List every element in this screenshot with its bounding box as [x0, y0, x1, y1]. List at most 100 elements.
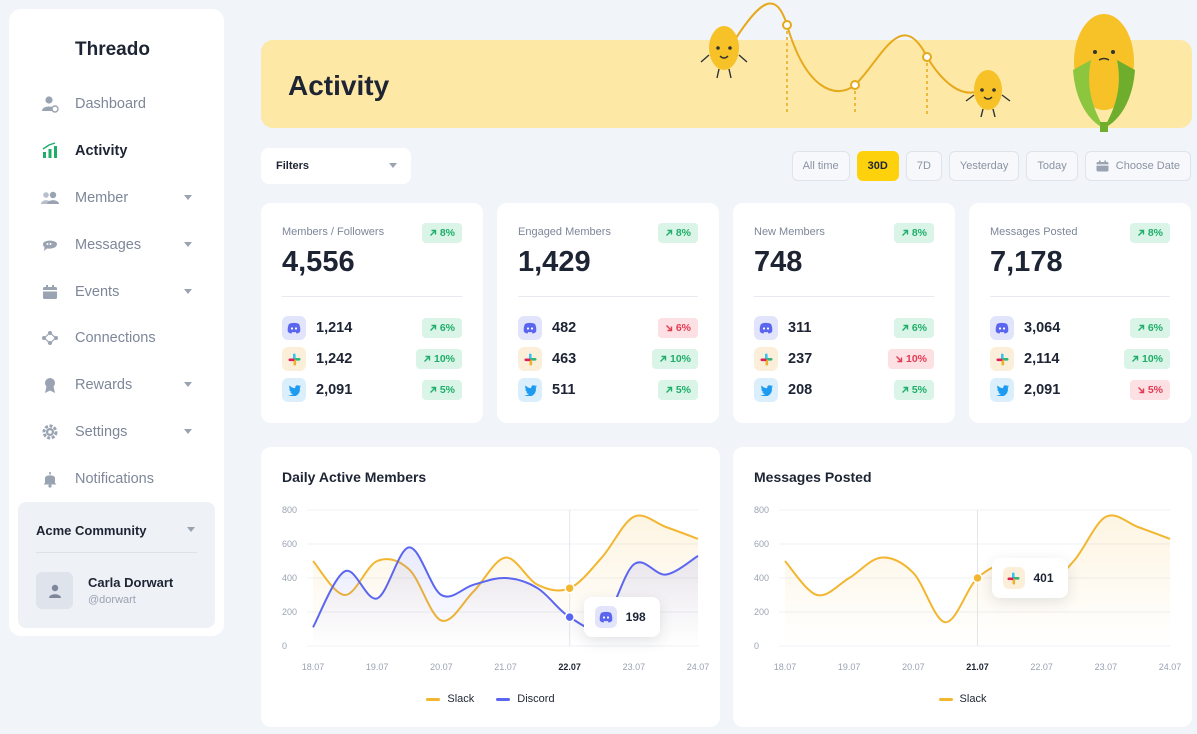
- change-value: 6%: [439, 322, 455, 334]
- gear-icon: [39, 421, 61, 443]
- bell-icon: [39, 468, 61, 490]
- sidebar-item-dashboard[interactable]: Dashboard: [9, 81, 224, 128]
- user-name: Carla Dorwart: [88, 575, 174, 590]
- sidebar-item-member[interactable]: Member: [9, 175, 224, 222]
- x-tick-label: 22.07: [1030, 662, 1053, 672]
- legend-item-slack[interactable]: Slack: [938, 693, 986, 705]
- change-value: 10%: [433, 353, 455, 365]
- filters-dropdown[interactable]: Filters: [261, 148, 411, 184]
- sidebar-item-connections[interactable]: Connections: [9, 315, 224, 362]
- series-area-discord: [313, 547, 698, 646]
- range-option-choose-date[interactable]: Choose Date: [1084, 151, 1191, 181]
- chevron-down-icon: [182, 192, 194, 204]
- arrow-up-right-icon: [1137, 229, 1145, 237]
- legend-item-slack[interactable]: Slack: [426, 693, 474, 705]
- sidebar-item-notifications[interactable]: Notifications: [9, 455, 224, 502]
- x-tick-label: 19.07: [366, 662, 389, 672]
- platform-row-twitter: 208 5%: [754, 378, 934, 402]
- data-point-slack[interactable]: [972, 572, 983, 584]
- sidebar-item-settings[interactable]: Settings: [9, 409, 224, 456]
- range-option-label: Today: [1037, 160, 1067, 172]
- platform-row-slack: 463 10%: [518, 347, 698, 371]
- change-value: 6%: [1147, 322, 1163, 334]
- stat-value: 7,178: [990, 246, 1063, 278]
- change-value: 10%: [1141, 353, 1163, 365]
- connections-icon: [39, 327, 61, 349]
- range-option-yesterday[interactable]: Yesterday: [948, 151, 1020, 181]
- sidebar-item-messages[interactable]: Messages: [9, 221, 224, 268]
- arrow-up-right-icon: [901, 324, 909, 332]
- discord-icon: [282, 316, 306, 340]
- x-tick-label: 20.07: [430, 662, 453, 672]
- range-option-today[interactable]: Today: [1026, 151, 1078, 181]
- stat-card: New Members 748 8% 311 6% 237 10% 208 5%: [733, 203, 955, 423]
- legend-item-discord[interactable]: Discord: [496, 693, 555, 705]
- platform-row-discord: 311 6%: [754, 316, 934, 340]
- calendar-icon: [1096, 160, 1109, 172]
- chevron-down-icon: [185, 524, 197, 536]
- series-line-slack: [312, 514, 699, 622]
- chevron-down-icon: [182, 239, 194, 251]
- data-point-slack[interactable]: [564, 582, 575, 594]
- y-tick-label: 400: [282, 573, 297, 583]
- arrow-up-right-icon: [429, 386, 437, 394]
- x-tick-label: 23.07: [623, 662, 646, 672]
- sidebar: Threado Dashboard Activity Member Messages E…: [9, 9, 224, 636]
- community-selector[interactable]: Acme Community: [36, 520, 197, 540]
- x-tick-label: 18.07: [302, 662, 325, 672]
- arrow-up-right-icon: [429, 324, 437, 332]
- arrow-up-right-icon: [901, 229, 909, 237]
- platform-value: 482: [552, 320, 577, 336]
- legend-swatch: [496, 697, 511, 701]
- range-option-30d[interactable]: 30D: [856, 151, 899, 181]
- legend-label: Slack: [447, 693, 475, 705]
- arrow-up-right-icon: [1131, 355, 1139, 363]
- divider: [990, 296, 1170, 297]
- y-tick-label: 0: [754, 641, 759, 651]
- change-badge: 6%: [1129, 318, 1170, 338]
- platform-value: 2,091: [316, 382, 353, 398]
- chat-icon: [39, 234, 61, 256]
- platform-value: 2,091: [1024, 382, 1061, 398]
- platform-value: 1,214: [316, 320, 353, 336]
- filters-label: Filters: [276, 160, 310, 172]
- sidebar-item-activity[interactable]: Activity: [9, 128, 224, 175]
- avatar[interactable]: [36, 572, 73, 609]
- range-option-all-time[interactable]: All time: [791, 151, 850, 181]
- legend-swatch: [938, 697, 953, 701]
- stat-value: 4,556: [282, 246, 355, 278]
- y-tick-label: 400: [754, 573, 769, 583]
- change-value: 6%: [911, 322, 927, 334]
- stat-value: 748: [754, 246, 803, 278]
- messages-posted-chart: Messages Posted 0 200 400 600 800 18.07 19.07 2…: [733, 447, 1192, 727]
- sidebar-item-label: Dashboard: [75, 96, 146, 113]
- user-handle: @dorwart: [88, 594, 136, 606]
- change-badge: 10%: [415, 349, 462, 369]
- data-point-discord[interactable]: [564, 611, 575, 623]
- stat-title: Members / Followers: [282, 226, 385, 238]
- chart-tooltip: 401: [991, 558, 1068, 598]
- twitter-icon: [282, 378, 306, 402]
- sidebar-item-rewards[interactable]: Rewards: [9, 362, 224, 409]
- y-tick-label: 800: [282, 505, 297, 515]
- sidebar-item-label: Activity: [75, 143, 128, 160]
- platform-value: 463: [552, 351, 577, 367]
- platform-value: 3,064: [1024, 320, 1061, 336]
- range-option-7d[interactable]: 7D: [905, 151, 942, 181]
- sidebar-item-events[interactable]: Events: [9, 268, 224, 315]
- sidebar-item-label: Events: [75, 283, 120, 300]
- award-icon: [39, 374, 61, 396]
- change-badge: 5%: [1129, 380, 1170, 400]
- sidebar-item-label: Notifications: [75, 470, 154, 487]
- chevron-down-icon: [182, 286, 194, 298]
- chart-legend: Slack: [733, 693, 1192, 705]
- corn-illustration: [700, 2, 1135, 132]
- sidebar-nav: Dashboard Activity Member Messages Events Con…: [9, 81, 224, 502]
- change-value: 5%: [439, 384, 455, 396]
- change-value: 5%: [1147, 384, 1163, 396]
- slack-icon: [754, 347, 778, 371]
- change-value: 10%: [669, 353, 691, 365]
- divider: [518, 296, 698, 297]
- change-value: 5%: [675, 384, 691, 396]
- chevron-down-icon: [182, 426, 194, 438]
